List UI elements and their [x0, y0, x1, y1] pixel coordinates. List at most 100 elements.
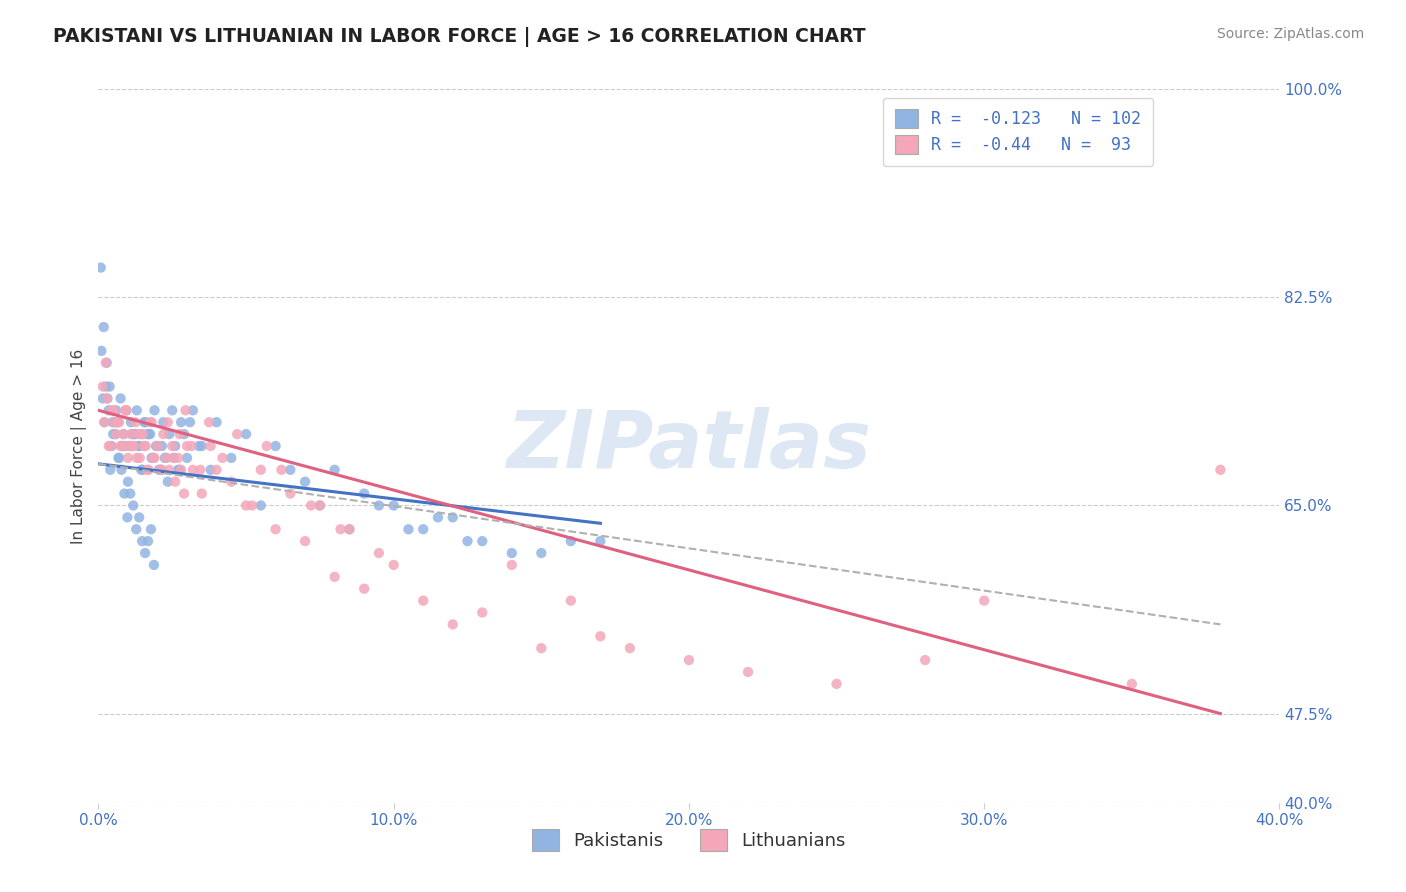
Point — [107, 450, 129, 465]
Text: PAKISTANI VS LITHUANIAN IN LABOR FORCE | AGE > 16 CORRELATION CHART: PAKISTANI VS LITHUANIAN IN LABOR FORCE |… — [53, 27, 866, 46]
Point — [200, 463, 222, 477]
Point — [280, 463, 302, 477]
Point — [129, 463, 152, 477]
Point — [136, 427, 159, 442]
Point — [501, 558, 523, 572]
Point — [125, 403, 148, 417]
Point — [97, 439, 120, 453]
Point — [143, 403, 166, 417]
Point — [131, 534, 153, 549]
Point — [221, 475, 243, 489]
Point — [132, 427, 155, 442]
Point — [105, 403, 128, 417]
Point — [118, 439, 141, 453]
Point — [94, 379, 117, 393]
Point — [121, 427, 143, 442]
Point — [129, 427, 152, 442]
Point — [165, 439, 187, 453]
Point — [200, 439, 222, 453]
Point — [104, 415, 127, 429]
Point — [530, 641, 553, 656]
Point — [167, 463, 190, 477]
Point — [103, 427, 125, 442]
Point — [101, 415, 124, 429]
Point — [100, 439, 122, 453]
Point — [173, 486, 195, 500]
Point — [141, 450, 163, 465]
Point — [1121, 677, 1143, 691]
Point — [309, 499, 332, 513]
Point — [678, 653, 700, 667]
Point — [382, 558, 405, 572]
Point — [174, 403, 197, 417]
Point — [211, 450, 233, 465]
Point — [368, 499, 391, 513]
Point — [139, 427, 162, 442]
Point — [530, 546, 553, 560]
Point — [250, 499, 273, 513]
Point — [103, 403, 125, 417]
Point — [97, 403, 120, 417]
Point — [441, 617, 464, 632]
Point — [96, 392, 118, 406]
Point — [98, 439, 121, 453]
Point — [122, 439, 145, 453]
Point — [235, 499, 257, 513]
Point — [115, 403, 138, 417]
Point — [153, 450, 176, 465]
Point — [145, 439, 167, 453]
Point — [120, 427, 142, 442]
Point — [156, 475, 179, 489]
Point — [122, 427, 145, 442]
Point — [136, 534, 159, 549]
Point — [299, 499, 322, 513]
Point — [124, 415, 146, 429]
Point — [114, 439, 136, 453]
Point — [157, 427, 180, 442]
Point — [94, 356, 117, 370]
Point — [181, 403, 204, 417]
Point — [250, 463, 273, 477]
Point — [118, 439, 141, 453]
Point — [142, 450, 165, 465]
Point — [121, 439, 143, 453]
Point — [412, 522, 434, 536]
Point — [427, 510, 450, 524]
Point — [136, 463, 159, 477]
Point — [323, 570, 346, 584]
Point — [125, 522, 148, 536]
Point — [110, 463, 132, 477]
Point — [148, 463, 170, 477]
Point — [127, 427, 149, 442]
Point — [125, 450, 148, 465]
Point — [149, 463, 172, 477]
Point — [169, 427, 191, 442]
Point — [162, 439, 183, 453]
Point — [163, 450, 186, 465]
Point — [339, 522, 361, 536]
Point — [115, 403, 138, 417]
Point — [471, 534, 494, 549]
Point — [368, 546, 391, 560]
Point — [93, 320, 115, 334]
Point — [165, 475, 187, 489]
Point — [169, 463, 191, 477]
Point — [104, 427, 127, 442]
Point — [150, 463, 173, 477]
Point — [150, 439, 173, 453]
Point — [398, 522, 420, 536]
Point — [191, 439, 214, 453]
Point — [146, 439, 169, 453]
Point — [143, 450, 166, 465]
Point — [619, 641, 641, 656]
Point — [501, 546, 523, 560]
Point — [170, 415, 193, 429]
Point — [163, 450, 186, 465]
Point — [560, 593, 582, 607]
Point — [294, 534, 316, 549]
Point — [110, 392, 132, 406]
Point — [139, 415, 162, 429]
Point — [471, 606, 494, 620]
Point — [157, 463, 180, 477]
Point — [914, 653, 936, 667]
